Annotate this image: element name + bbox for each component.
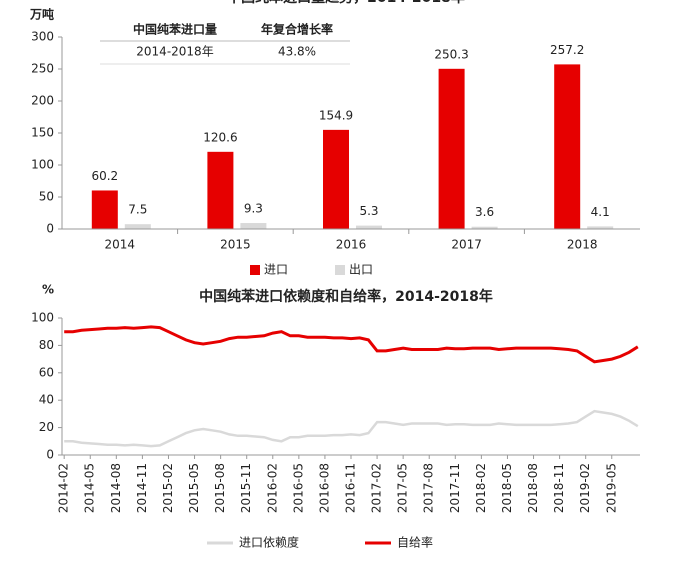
- x-tick-label: 2016-02: [265, 463, 279, 513]
- x-tick-label: 2017-11: [448, 463, 462, 513]
- data-label: 3.6: [475, 205, 494, 219]
- data-label: 4.1: [591, 205, 610, 219]
- x-tick-label: 2016: [336, 238, 367, 252]
- x-tick-label: 2018-05: [500, 463, 514, 513]
- chart-title: 中国纯苯进口量趋势，2014-2018年: [227, 0, 465, 6]
- table-cell: 2014-2018年: [136, 45, 213, 59]
- line-series: [64, 409, 639, 448]
- x-tick-label: 2014-08: [109, 463, 123, 513]
- data-label: 154.9: [319, 108, 353, 122]
- y-tick-label: 50: [39, 190, 54, 204]
- y-tick-label: 200: [31, 94, 54, 108]
- data-label: 257.2: [550, 43, 584, 57]
- x-tick-label: 2018-02: [474, 463, 488, 513]
- y-tick-label: 300: [31, 30, 54, 44]
- y-axis-unit: 万吨: [29, 7, 54, 22]
- x-tick-label: 2015-11: [239, 463, 253, 513]
- x-tick-label: 2018-11: [552, 463, 566, 513]
- y-tick-label: 60: [39, 365, 54, 379]
- chart-title: 中国纯苯进口依赖度和自给率，2014-2018年: [199, 288, 493, 305]
- bar: [124, 224, 151, 229]
- bar: [587, 226, 614, 229]
- data-label: 9.3: [244, 202, 263, 216]
- bar: [554, 64, 581, 229]
- x-tick-label: 2019-02: [578, 463, 592, 513]
- x-tick-label: 2015-02: [161, 463, 175, 513]
- line-series: [64, 325, 639, 364]
- table-header: 中国纯苯进口量: [133, 22, 217, 37]
- y-tick-label: 40: [39, 393, 54, 407]
- legend-label: 进口依赖度: [239, 535, 299, 550]
- bar: [471, 226, 498, 229]
- y-tick-label: 100: [31, 158, 54, 172]
- y-tick-label: 150: [31, 126, 54, 140]
- bar: [240, 223, 267, 229]
- data-label: 5.3: [359, 204, 378, 218]
- y-tick-label: 20: [39, 420, 54, 434]
- bar: [438, 68, 465, 229]
- y-tick-label: 100: [31, 311, 54, 325]
- x-tick-label: 2016-08: [317, 463, 331, 513]
- legend-label: 进口: [264, 263, 288, 277]
- x-tick-label: 2017-08: [422, 463, 436, 513]
- x-tick-label: 2014: [105, 238, 136, 252]
- x-tick-label: 2017-05: [396, 463, 410, 513]
- data-label: 7.5: [128, 203, 147, 217]
- x-tick-label: 2014-11: [135, 463, 149, 513]
- x-tick-label: 2015: [220, 238, 251, 252]
- bar: [323, 129, 349, 229]
- table-cell: 43.8%: [278, 45, 316, 59]
- x-tick-label: 2017: [451, 238, 482, 252]
- x-tick-label: 2015-05: [187, 463, 201, 513]
- y-tick-label: 80: [39, 338, 54, 352]
- x-tick-label: 2014-02: [57, 463, 71, 513]
- y-tick-label: 250: [31, 62, 54, 76]
- x-tick-label: 2016-05: [291, 463, 305, 513]
- y-tick-label: 0: [46, 222, 54, 236]
- y-axis-unit: %: [42, 283, 54, 297]
- data-label: 60.2: [91, 169, 118, 183]
- bar: [91, 190, 118, 229]
- x-tick-label: 2016-11: [344, 463, 358, 513]
- x-tick-label: 2018: [567, 238, 598, 252]
- x-tick-label: 2015-08: [213, 463, 227, 513]
- table-header: 年复合增长率: [261, 22, 333, 37]
- x-tick-label: 2019-05: [604, 463, 618, 513]
- legend-label: 自给率: [397, 535, 433, 550]
- data-label: 120.6: [203, 130, 237, 144]
- bar: [207, 151, 234, 229]
- x-tick-label: 2018-08: [526, 463, 540, 513]
- x-tick-label: 2017-02: [370, 463, 384, 513]
- legend-label: 出口: [349, 263, 373, 277]
- data-label: 250.3: [434, 47, 468, 61]
- legend-swatch: [250, 265, 260, 275]
- bar: [356, 225, 382, 229]
- x-tick-label: 2014-05: [83, 463, 97, 513]
- legend-swatch: [335, 265, 345, 275]
- y-tick-label: 0: [46, 448, 54, 462]
